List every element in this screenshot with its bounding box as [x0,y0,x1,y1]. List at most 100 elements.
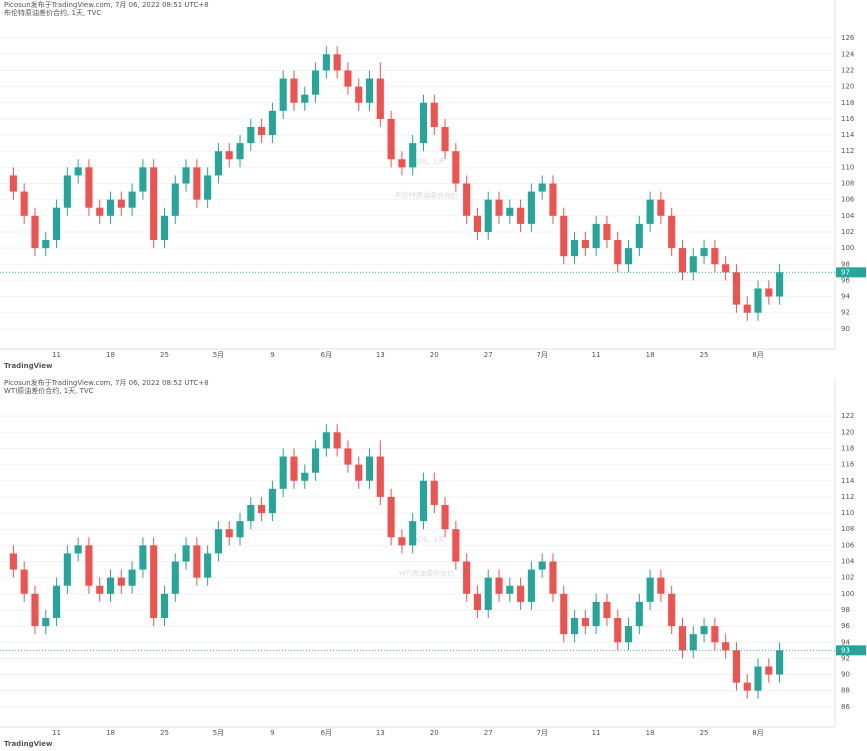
candle-body [473,593,481,610]
current-price-label: 97 [841,268,850,276]
legend-line: 布伦特原油差价合约, 1天, TVC [4,8,101,17]
candle-body [646,199,654,224]
candle-body [732,272,740,305]
candle-body [398,159,406,168]
x-tick-label: 18 [106,351,115,359]
candle-body [624,626,633,643]
y-tick-label: 116 [841,115,855,123]
candle-body [31,215,39,249]
candle-body [85,167,93,208]
candle-body [603,223,611,241]
candle-body [538,183,546,192]
candle-body [322,432,330,449]
candle-body [333,54,341,71]
candle-body [495,577,503,594]
x-tick-label: 9 [270,729,274,737]
candle-body [376,456,384,497]
candle-body [571,618,579,635]
candle-body [160,593,169,619]
candle-body [765,288,773,297]
y-tick-label: 118 [841,444,854,452]
candle-body [484,577,492,610]
candle-body [646,577,654,602]
candle-body [689,634,697,651]
x-tick-label: 8月 [752,729,763,737]
y-tick-label: 120 [841,428,854,436]
x-tick-label: 6月 [321,729,332,737]
candle-body [74,167,82,176]
candle-body [592,223,600,249]
candle-body [581,240,589,249]
brand: TradingView [4,362,53,370]
candle-body [258,126,266,136]
x-tick-label: 20 [430,729,439,737]
candle-body [387,496,395,538]
y-tick-label: 108 [841,180,854,188]
y-tick-label: 122 [841,66,854,74]
x-tick-label: 11 [52,729,61,737]
candle-body [776,650,784,675]
candle-body [63,553,71,586]
current-price-label: 93 [841,646,850,654]
candle-body [614,240,622,265]
candle-body [31,593,39,627]
watermark-name: WTI原油差价合约 [399,569,454,578]
candle-body [106,199,115,216]
x-tick-label: 7月 [536,351,547,359]
candle-body [204,553,212,578]
candle-body [96,207,104,216]
x-tick-label: 18 [106,729,115,737]
x-tick-label: 27 [484,351,493,359]
y-tick-label: 120 [841,83,854,91]
candle-body [268,110,276,136]
candle-body [624,248,633,265]
candle-body [225,151,233,160]
candle-body [301,94,309,103]
candle-body [711,248,719,265]
candle-body [247,504,255,522]
candle-body [42,240,50,249]
candle-body [754,288,762,313]
candle-body [279,456,287,489]
candle-body [344,70,352,87]
candle-body [430,480,438,505]
candle-body [517,585,525,602]
x-tick-label: 25 [160,729,169,737]
candle-body [96,585,104,594]
candle-body [193,545,201,578]
watermark-symbol: USOIL, 1天 [408,536,445,544]
candle-body [53,585,61,619]
y-tick-label: 102 [841,574,854,582]
candle-body [441,126,449,152]
author-line: Picosun发布于TradingView.com, 7月 06, 2022 0… [4,378,209,387]
candle-body [63,175,71,208]
y-tick-label: 126 [841,34,855,42]
candle-body [9,175,17,192]
candle-body [560,215,568,257]
candle-body [581,618,589,627]
candle-body [419,480,428,522]
candle-body [128,569,136,586]
candle-body [549,561,557,594]
candle-body [635,601,643,627]
y-tick-label: 110 [841,163,854,171]
candle-body [150,545,158,619]
x-tick-label: 27 [484,729,493,737]
candle-body [549,183,557,216]
candle-body [452,529,460,562]
candle-body [53,207,61,241]
y-tick-label: 90 [841,671,850,679]
candle-body [193,167,201,200]
x-tick-label: 25 [700,729,709,737]
candle-body [614,618,622,643]
y-tick-label: 94 [841,293,850,301]
x-tick-label: 6月 [321,351,332,359]
candle-body [506,207,514,216]
y-tick-label: 92 [841,309,850,317]
candle-body [74,545,82,554]
candle-body [182,545,190,562]
candle-body [214,529,222,554]
candle-body [419,102,428,144]
y-tick-label: 118 [841,99,854,107]
candle-body [236,143,244,160]
